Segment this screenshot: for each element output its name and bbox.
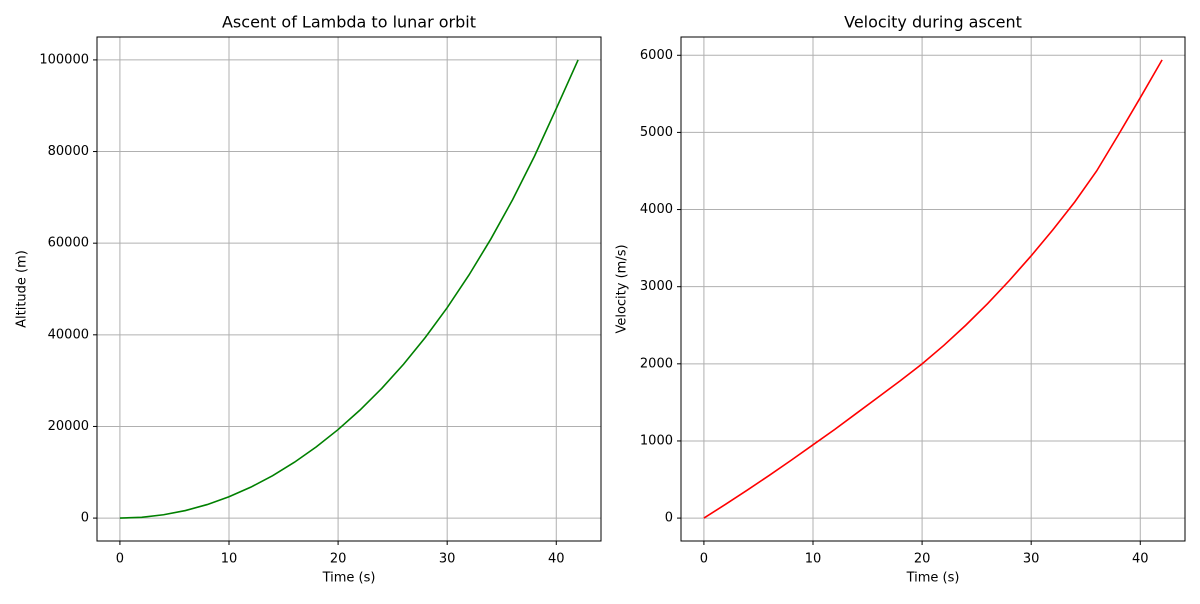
y-tick-label: 100000 xyxy=(39,52,89,67)
y-axis-label: Velocity (m/s) xyxy=(615,244,630,333)
data-line xyxy=(119,59,579,519)
x-tick-label: 0 xyxy=(116,552,124,567)
x-tick-label: 40 xyxy=(1132,552,1149,567)
chart-title: Velocity during ascent xyxy=(844,13,1022,32)
y-tick-label: 0 xyxy=(81,511,89,526)
y-tick-label: 80000 xyxy=(48,144,89,159)
y-tick-label: 0 xyxy=(665,511,673,526)
x-tick-label: 20 xyxy=(330,552,347,567)
x-tick-label: 10 xyxy=(805,552,822,567)
x-tick-label: 30 xyxy=(1023,552,1040,567)
y-tick-label: 6000 xyxy=(640,48,673,63)
y-tick-label: 1000 xyxy=(640,433,673,448)
y-tick-label: 4000 xyxy=(640,202,673,217)
chart-title: Ascent of Lambda to lunar orbit xyxy=(222,13,476,32)
x-axis-label: Time (s) xyxy=(322,571,376,586)
axes-frame xyxy=(96,36,602,542)
x-tick-label: 40 xyxy=(548,552,565,567)
x-axis-label: Time (s) xyxy=(906,571,960,586)
y-tick-label: 3000 xyxy=(640,279,673,294)
x-tick-label: 30 xyxy=(439,552,456,567)
y-tick-label: 20000 xyxy=(48,419,89,434)
x-tick-label: 20 xyxy=(914,552,931,567)
y-axis-label: Altitude (m) xyxy=(15,250,30,328)
data-line xyxy=(703,59,1163,519)
x-tick-label: 0 xyxy=(700,552,708,567)
y-tick-label: 5000 xyxy=(640,125,673,140)
axes-frame xyxy=(680,36,1186,542)
x-tick-label: 10 xyxy=(221,552,238,567)
y-tick-label: 2000 xyxy=(640,356,673,371)
y-tick-label: 40000 xyxy=(48,327,89,342)
y-tick-label: 60000 xyxy=(48,236,89,251)
